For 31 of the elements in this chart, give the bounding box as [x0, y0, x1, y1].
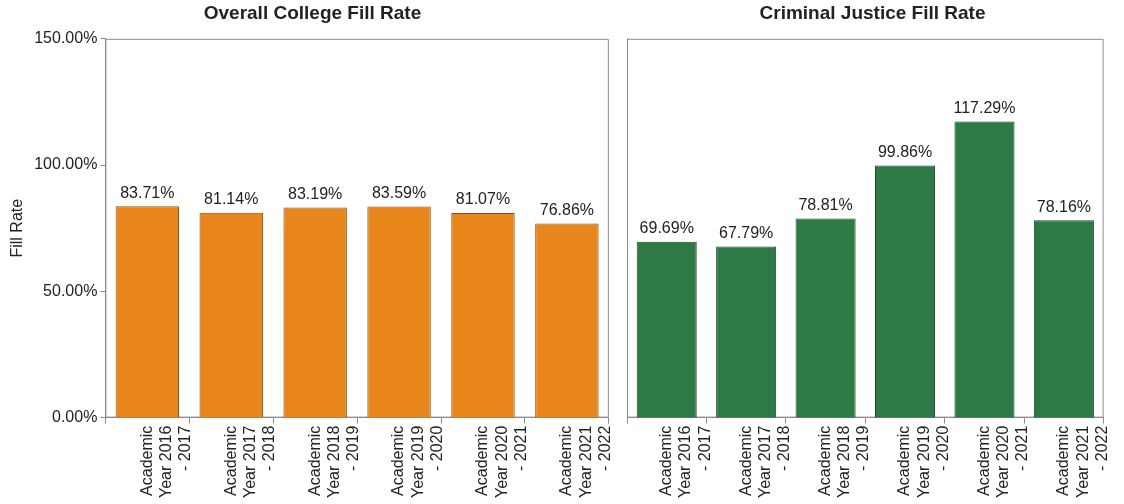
x-tick-label: Academic Year 2018 - 2019	[816, 425, 872, 499]
x-tick-label: Academic Year 2019 - 2020	[389, 425, 445, 499]
x-tick-label: Academic Year 2017 - 2018	[221, 425, 278, 499]
x-tick-label: Academic Year 2016 - 2017	[137, 425, 194, 499]
x-tick-label: Academic Year 2021 - 2022	[557, 425, 613, 499]
x-tick-label: Academic Year 2016 - 2017	[657, 425, 713, 499]
data-label: 67.79%	[719, 223, 774, 241]
chart-title: Overall College Fill Rate	[203, 1, 422, 23]
x-tick-label: Academic Year 2020 - 2021	[974, 425, 1031, 499]
data-label: 117.29%	[953, 98, 1016, 116]
y-tick-label: 0.00%	[51, 408, 98, 426]
y-axis-title: Fill Rate	[8, 198, 26, 258]
data-label: 83.71%	[120, 183, 175, 201]
data-label: 76.86%	[539, 200, 595, 218]
data-label: 69.69%	[639, 219, 694, 237]
x-tick-label: Academic Year 2018 - 2019	[305, 425, 361, 499]
y-tick-label: 150.00%	[34, 29, 98, 47]
data-label: 83.19%	[288, 184, 343, 202]
x-tick-label: Academic Year 2021 - 2022	[1054, 425, 1110, 499]
data-label: 83.59%	[371, 183, 427, 201]
data-label: 99.86%	[877, 142, 933, 160]
y-tick-label: 100.00%	[34, 155, 98, 173]
y-tick-label: 50.00%	[43, 281, 98, 299]
x-tick-label: Academic Year 2019 - 2020	[895, 425, 951, 499]
data-label: 78.81%	[798, 196, 853, 213]
x-tick-label: Academic Year 2017 - 2018	[736, 425, 792, 499]
chart-title: Criminal Justice Fill Rate	[759, 1, 986, 23]
data-label: 81.14%	[204, 190, 259, 208]
data-label: 81.07%	[455, 190, 511, 208]
x-tick-label: Academic Year 2020 - 2021	[473, 425, 529, 499]
data-label: 78.16%	[1036, 197, 1092, 215]
